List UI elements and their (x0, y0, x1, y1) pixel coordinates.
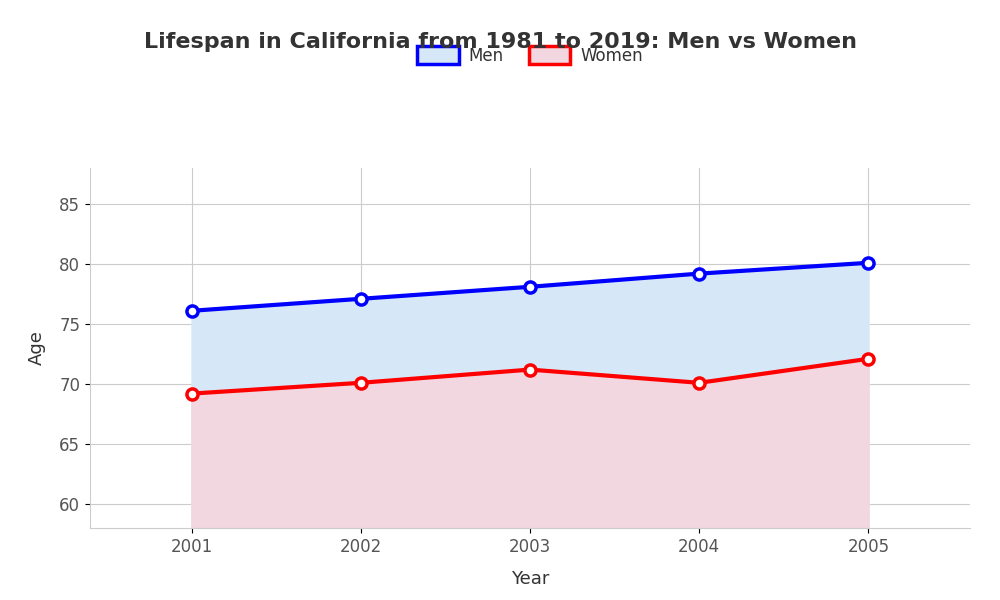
Y-axis label: Age: Age (27, 331, 45, 365)
Text: Lifespan in California from 1981 to 2019: Men vs Women: Lifespan in California from 1981 to 2019… (144, 32, 856, 52)
X-axis label: Year: Year (511, 569, 549, 587)
Legend: Men, Women: Men, Women (410, 40, 650, 71)
